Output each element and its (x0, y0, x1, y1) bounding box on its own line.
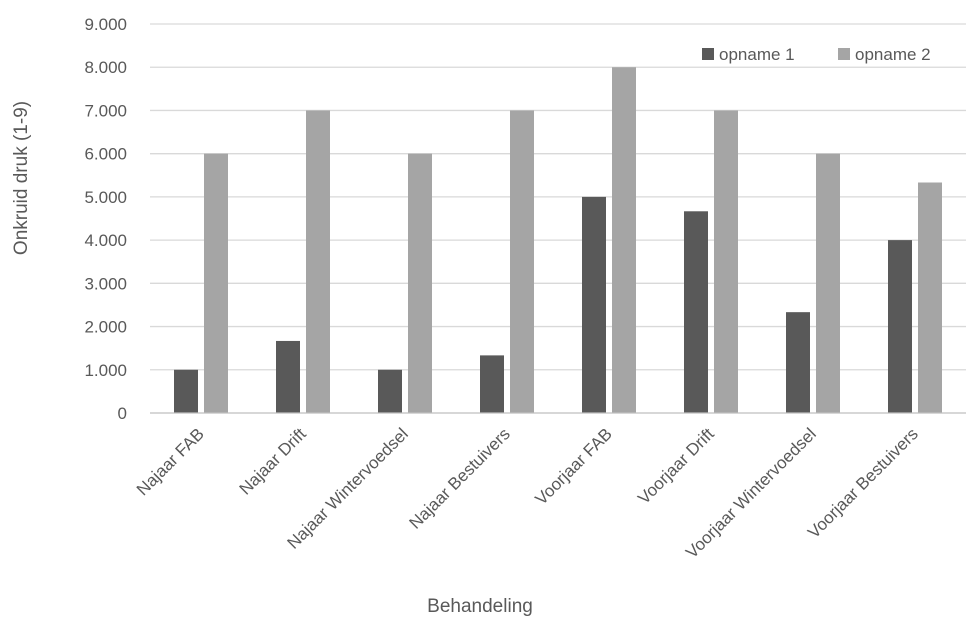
legend-label: opname 2 (855, 45, 931, 64)
bar-opname-1 (378, 369, 402, 413)
bar-opname-2 (306, 110, 330, 413)
y-tick-label: 5.000 (84, 188, 127, 207)
legend-label: opname 1 (719, 45, 795, 64)
x-tick-label: Najaar Drift (236, 424, 310, 498)
y-tick-label: 7.000 (84, 101, 127, 120)
bar-opname-2 (918, 182, 942, 413)
bar-opname-1 (276, 340, 300, 413)
bar-opname-2 (612, 67, 636, 413)
y-tick-label: 4.000 (84, 231, 127, 250)
y-tick-label: 0 (118, 404, 127, 423)
bar-opname-2 (816, 153, 840, 413)
x-axis-title: Behandeling (427, 596, 533, 617)
bar-opname-2 (714, 110, 738, 413)
y-tick-label: 9.000 (84, 15, 127, 34)
bar-opname-2 (510, 110, 534, 413)
y-tick-label: 8.000 (84, 58, 127, 77)
x-tick-label: Voorjaar Drift (634, 424, 718, 508)
legend-swatch (838, 48, 850, 60)
bar-opname-1 (582, 196, 606, 413)
bar-opname-2 (204, 153, 228, 413)
x-tick-label: Najaar Bestuivers (406, 424, 514, 532)
y-axis-title: Onkruid druk (1-9) (11, 101, 32, 255)
x-tick-label: Voorjaar Bestuivers (804, 424, 922, 542)
bar-opname-1 (174, 369, 198, 413)
y-tick-label: 2.000 (84, 318, 127, 337)
y-tick-label: 1.000 (84, 361, 127, 380)
x-tick-label: Voorjaar FAB (532, 424, 616, 508)
y-tick-label: 6.000 (84, 145, 127, 164)
bars (174, 67, 942, 413)
bar-opname-1 (888, 240, 912, 413)
bar-opname-1 (684, 211, 708, 413)
gridlines (150, 23, 966, 371)
bar-opname-1 (786, 312, 810, 413)
bar-opname-2 (408, 153, 432, 413)
legend: opname 1 opname 2 (702, 45, 931, 64)
bar-opname-1 (480, 355, 504, 413)
y-tick-label: 3.000 (84, 274, 127, 293)
legend-swatch (702, 48, 714, 60)
x-tick-label: Najaar FAB (133, 424, 208, 499)
